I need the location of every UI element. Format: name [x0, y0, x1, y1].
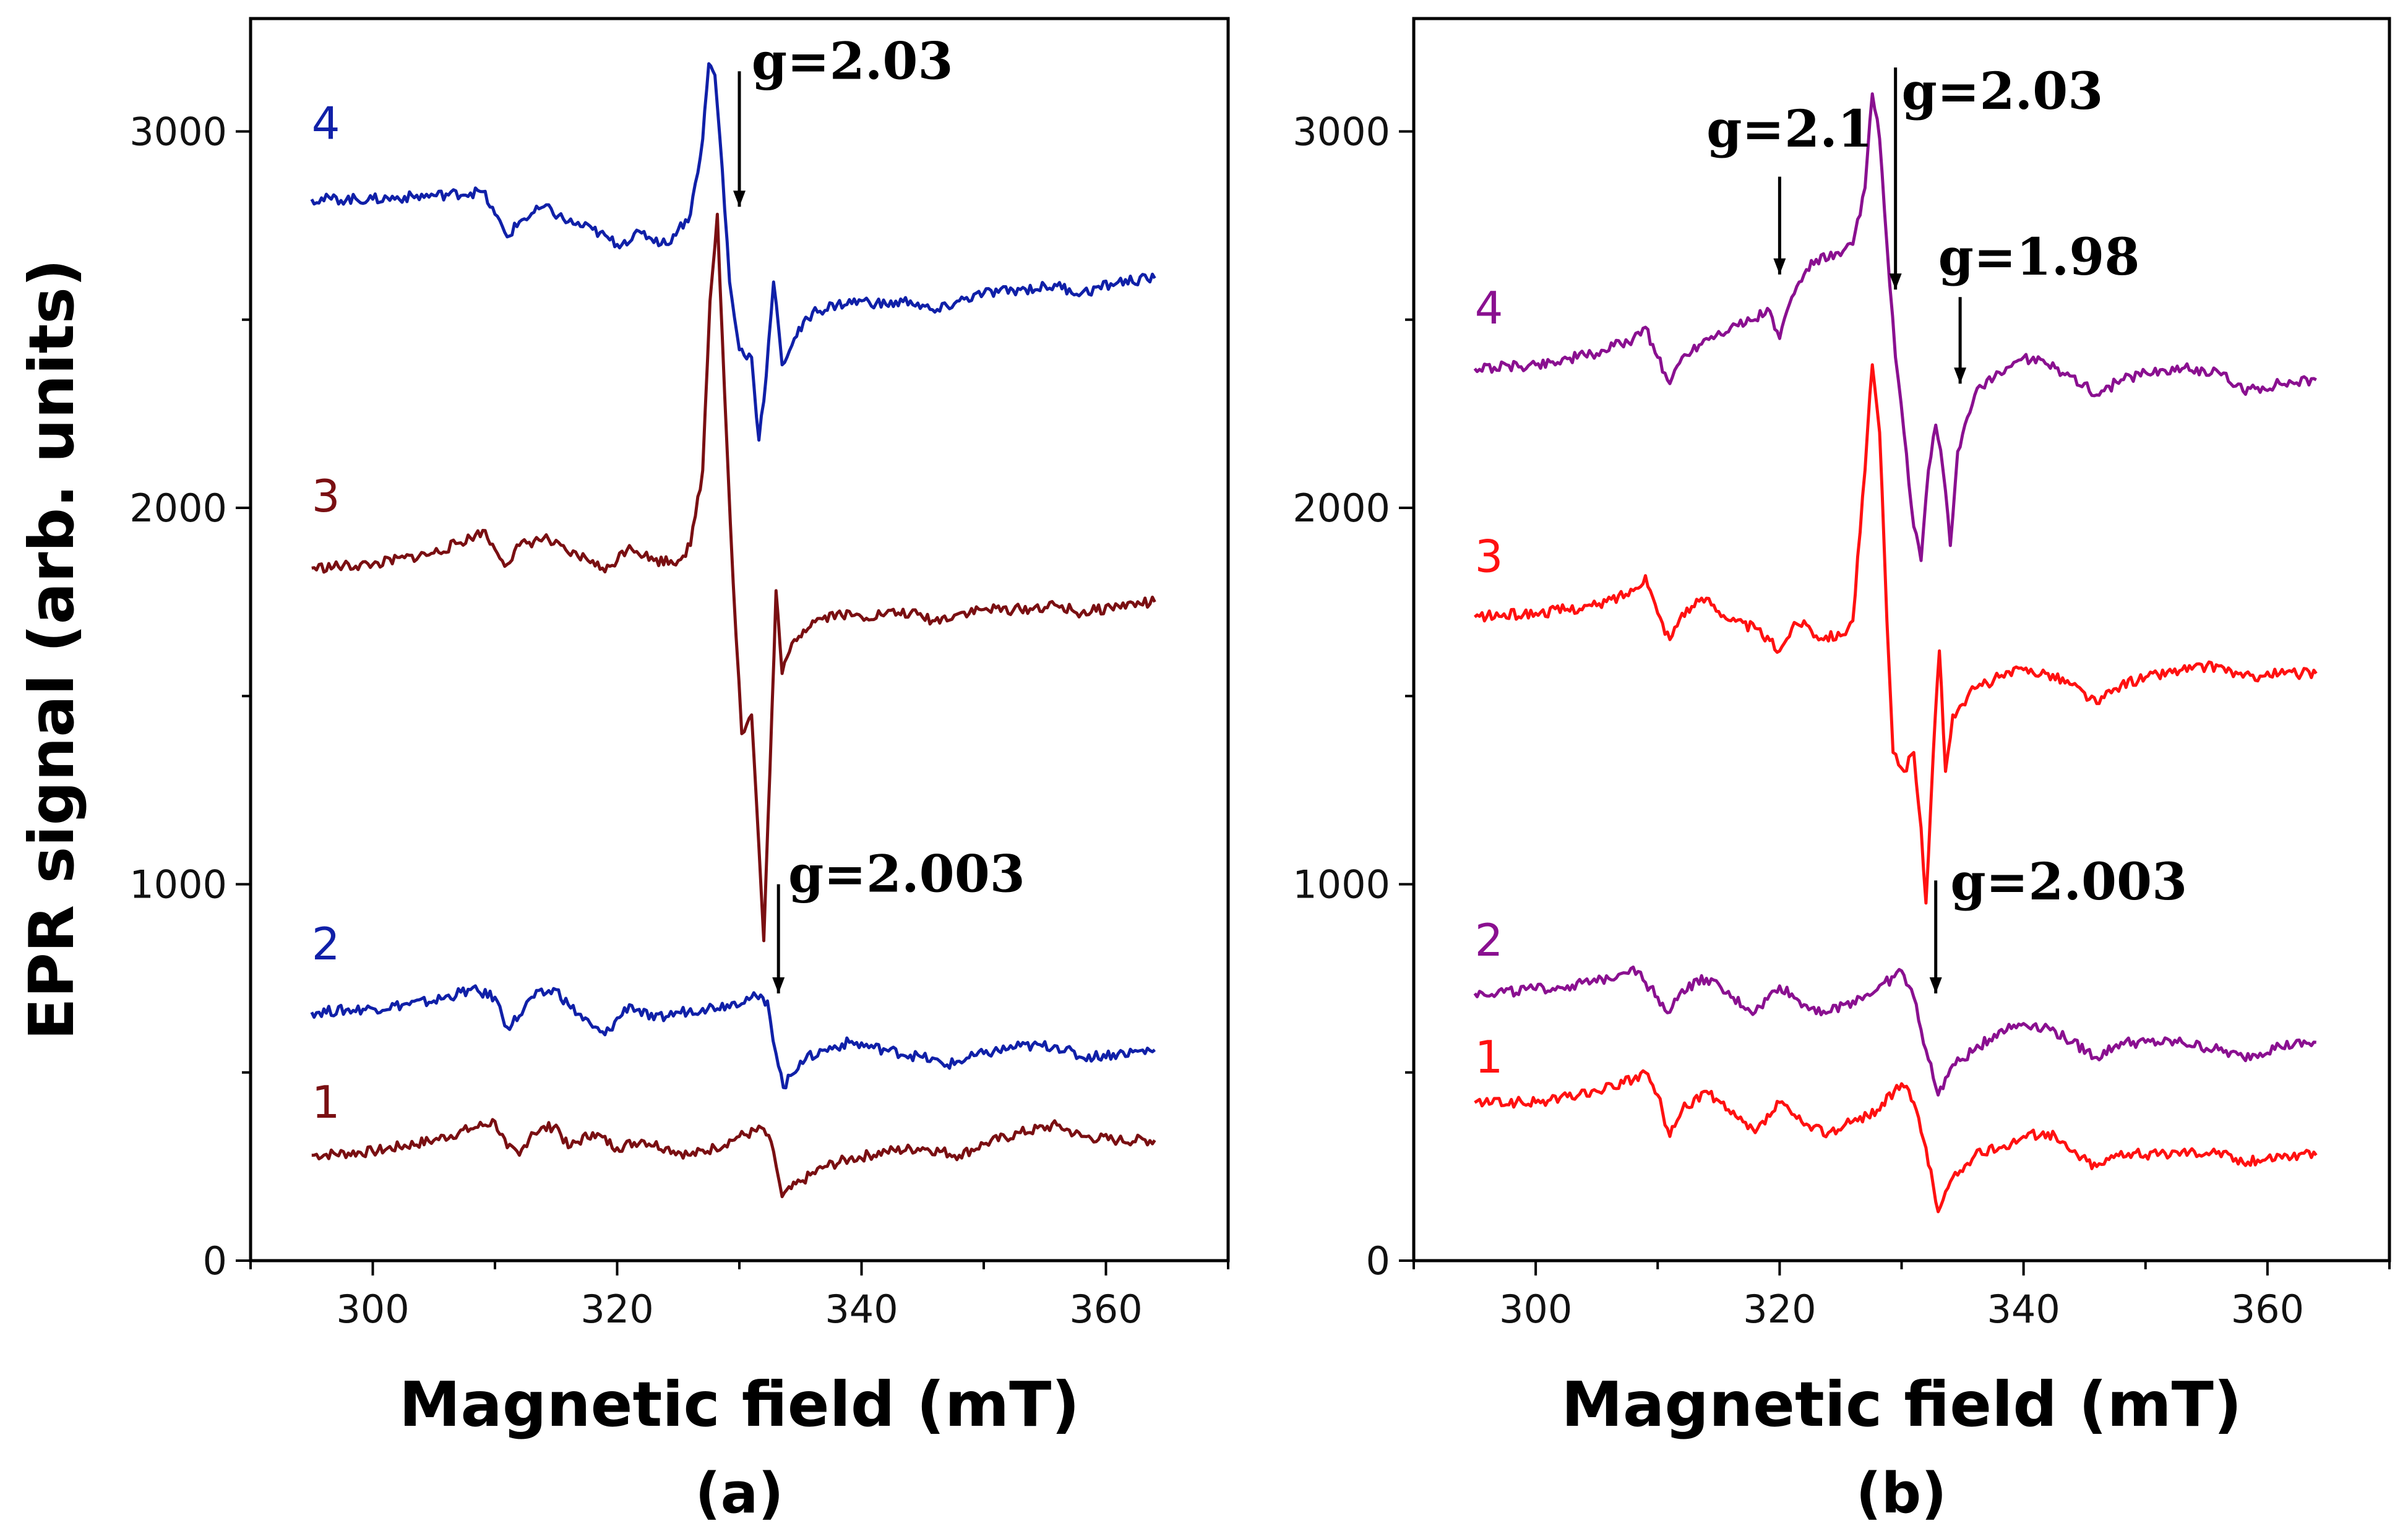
series-label-b-4: 4	[1475, 282, 1503, 334]
annotation-label-b-0: g=2.1	[1706, 100, 1873, 159]
y-tick-label-a-3000: 3000	[129, 109, 227, 155]
x-tick-label-b-300: 300	[1499, 1287, 1572, 1332]
x-tick-label-a-300: 300	[336, 1287, 409, 1332]
annotation-label-b-1: g=2.03	[1902, 62, 2104, 121]
series-label-a-3: 3	[312, 470, 340, 522]
y-tick-label-a-2000: 2000	[129, 486, 227, 531]
x-axis-title-b: Magnetic field (mT)	[1561, 1368, 2242, 1441]
annotation-label-a-1: g=2.003	[788, 845, 1025, 904]
x-tick-label-b-320: 320	[1743, 1287, 1816, 1332]
chart-panel-a: 300 320 340 360 0 1000 2000 3000 Magnetic field …	[129, 17, 1230, 1526]
annotation-arrow-b-3	[1929, 977, 1942, 993]
series-label-b-1: 1	[1475, 1031, 1503, 1083]
x-tick-label-a-340: 340	[825, 1287, 898, 1332]
series-label-a-2: 2	[312, 918, 340, 970]
y-tick-label-a-1000: 1000	[129, 862, 227, 907]
series-label-b-3: 3	[1475, 530, 1503, 582]
x-tick-label-b-340: 340	[1987, 1287, 2060, 1332]
x-tick-label-b-360: 360	[2231, 1287, 2304, 1332]
annotation-arrow-a-0	[733, 191, 746, 207]
y-tick-label-b-2000: 2000	[1292, 486, 1390, 531]
series-line-a-2	[310, 984, 1156, 1090]
x-axis-title-a: Magnetic field (mT)	[399, 1368, 1080, 1441]
y-axis-title: EPR signal (arb. units)	[15, 259, 88, 1040]
annotation-arrow-b-0	[1773, 258, 1786, 275]
panel-label-b: (b)	[1856, 1461, 1947, 1526]
series-label-a-4: 4	[312, 98, 340, 150]
series-label-b-2: 2	[1475, 914, 1503, 966]
series-label-a-1: 1	[312, 1076, 340, 1128]
annotation-label-b-3: g=2.003	[1950, 852, 2187, 912]
series-line-b-1	[1474, 1069, 2318, 1214]
annotation-arrow-b-1	[1889, 273, 1902, 290]
annotation-label-b-2: g=1.98	[1938, 228, 2140, 287]
annotation-label-a-0: g=2.03	[752, 32, 953, 91]
series-line-a-1	[311, 1118, 1156, 1199]
x-tick-label-a-360: 360	[1069, 1287, 1142, 1332]
series-line-a-4	[310, 62, 1156, 442]
chart-panel-b: 300 320 340 360 0 1000 2000 3000 Magnetic field …	[1292, 17, 2391, 1526]
annotation-arrow-b-2	[1954, 367, 1967, 384]
x-tick-label-a-320: 320	[580, 1287, 653, 1332]
y-tick-label-a-0: 0	[203, 1238, 227, 1284]
panel-label-a: (a)	[695, 1461, 784, 1526]
y-tick-label-b-0: 0	[1366, 1238, 1390, 1284]
series-line-b-4	[1473, 92, 2317, 562]
y-tick-label-b-1000: 1000	[1292, 862, 1390, 907]
series-line-b-3	[1473, 363, 2318, 905]
series-line-a-3	[311, 212, 1156, 943]
annotation-arrow-a-1	[772, 977, 785, 993]
series-line-b-2	[1473, 965, 2316, 1097]
y-tick-label-b-3000: 3000	[1292, 109, 1390, 155]
